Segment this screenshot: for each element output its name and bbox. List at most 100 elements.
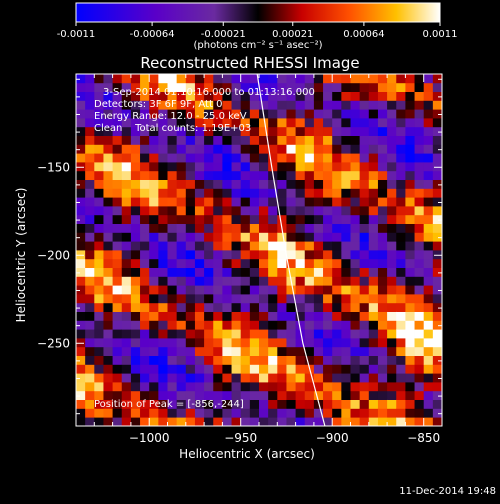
heatmap-cell: [414, 232, 425, 242]
heatmap-cell: [222, 364, 232, 374]
heatmap-cell: [213, 179, 223, 189]
heatmap-cell: [204, 153, 214, 163]
heatmap-cell: [213, 294, 223, 304]
heatmap-cell: [76, 311, 86, 321]
heatmap-cell: [194, 338, 205, 348]
heatmap-cell: [423, 417, 434, 426]
heatmap-cell: [359, 241, 370, 251]
heatmap-cell: [259, 126, 269, 136]
heatmap-cell: [313, 82, 324, 92]
heatmap-cell: [377, 320, 388, 330]
heatmap-cell: [387, 408, 397, 418]
heatmap-cell: [277, 179, 287, 189]
heatmap-cell: [313, 346, 324, 356]
heatmap-cell: [167, 109, 178, 119]
heatmap-cell: [259, 311, 269, 321]
heatmap-cell: [268, 399, 278, 409]
heatmap-cell: [94, 364, 104, 374]
heatmap-cell: [94, 135, 104, 145]
heatmap-cell: [121, 294, 132, 304]
heatmap-cell: [204, 135, 214, 145]
heatmap-cell: [359, 126, 370, 136]
heatmap-cell: [396, 294, 406, 304]
heatmap-cell: [204, 144, 214, 154]
heatmap-cell: [112, 390, 123, 400]
heatmap-cell: [158, 179, 168, 189]
heatmap-cell: [405, 373, 415, 383]
heatmap-cell: [204, 223, 214, 233]
heatmap-cell: [213, 135, 223, 145]
heatmap-cell: [85, 179, 95, 189]
heatmap-cell: [414, 320, 425, 330]
heatmap-cell: [423, 241, 434, 251]
annotation-time-range: 3-Sep-2014 01:10:16.000 to 01:13:16.000: [103, 87, 315, 98]
heatmap-cell: [286, 417, 296, 426]
heatmap-cell: [313, 338, 324, 348]
heatmap-cell: [350, 153, 361, 163]
heatmap-cell: [222, 82, 232, 92]
heatmap-cell: [231, 373, 242, 383]
heatmap-cell: [94, 82, 104, 92]
heatmap-cell: [359, 258, 370, 268]
heatmap-cell: [85, 390, 95, 400]
heatmap-cell: [313, 179, 324, 189]
heatmap-cell: [359, 373, 370, 383]
heatmap-cell: [94, 188, 104, 198]
heatmap-cell: [167, 232, 178, 242]
heatmap-cell: [432, 162, 442, 172]
heatmap-cell: [121, 223, 132, 233]
heatmap-cell: [304, 135, 315, 145]
heatmap-cell: [222, 126, 232, 136]
heatmap-cell: [277, 302, 287, 312]
heatmap-cell: [213, 373, 223, 383]
heatmap-cell: [240, 162, 251, 172]
heatmap-cell: [194, 74, 205, 84]
heatmap-cell: [396, 285, 406, 295]
heatmap-cell: [85, 250, 95, 260]
heatmap-cell: [313, 135, 324, 145]
heatmap-cell: [277, 399, 287, 409]
heatmap-cell: [423, 320, 434, 330]
heatmap-cell: [432, 285, 442, 295]
heatmap-cell: [185, 417, 196, 426]
heatmap-cell: [432, 329, 442, 339]
heatmap-cell: [423, 109, 434, 119]
colorbar-tick-label: -0.0011: [57, 29, 96, 40]
heatmap-cell: [85, 373, 95, 383]
heatmap-cell: [359, 399, 370, 409]
heatmap-cell: [323, 294, 333, 304]
heatmap-cell: [185, 250, 196, 260]
heatmap-cell: [249, 346, 260, 356]
heatmap-cell: [368, 417, 379, 426]
heatmap-cell: [423, 267, 434, 277]
heatmap-cell: [222, 302, 232, 312]
heatmap-cell: [405, 206, 415, 216]
heatmap-cell: [377, 364, 388, 374]
heatmap-cell: [185, 135, 196, 145]
heatmap-cell: [432, 135, 442, 145]
heatmap-cell: [194, 302, 205, 312]
heatmap-cell: [204, 118, 214, 128]
heatmap-cell: [240, 390, 251, 400]
heatmap-cell: [414, 135, 425, 145]
heatmap-cell: [295, 74, 306, 84]
heatmap-cell: [240, 417, 251, 426]
heatmap-cell: [222, 223, 232, 233]
heatmap-cell: [94, 197, 104, 207]
heatmap-cell: [313, 294, 324, 304]
heatmap-cell: [121, 302, 132, 312]
heatmap-cell: [414, 267, 425, 277]
heatmap-cell: [368, 135, 379, 145]
heatmap-cell: [396, 329, 406, 339]
heatmap-cell: [130, 417, 141, 426]
heatmap-cell: [332, 188, 342, 198]
heatmap-cell: [121, 135, 132, 145]
heatmap-cell: [94, 258, 104, 268]
heatmap-cell: [240, 267, 251, 277]
heatmap-cell: [259, 197, 269, 207]
heatmap-cell: [121, 355, 132, 365]
heatmap-cell: [240, 364, 251, 374]
heatmap-cell: [286, 382, 296, 392]
heatmap-cell: [149, 197, 159, 207]
chart-title: Reconstructed RHESSI Image: [140, 54, 359, 72]
